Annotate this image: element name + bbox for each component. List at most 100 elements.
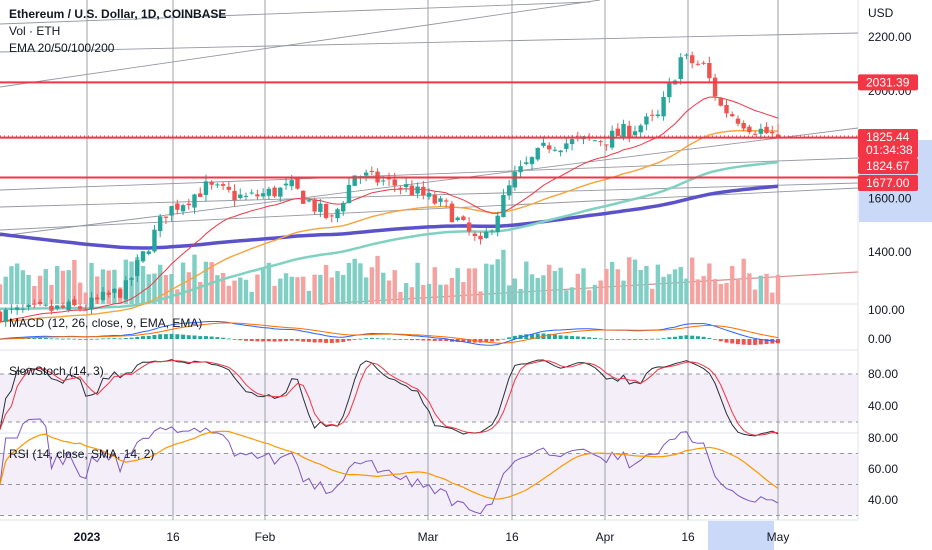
macd-histogram-bar <box>123 338 128 339</box>
macd-histogram-bar <box>261 339 266 342</box>
macd-histogram-bar <box>186 335 191 339</box>
volume-bar <box>472 268 478 304</box>
candle-body <box>501 194 506 218</box>
macd-histogram-bar <box>718 339 723 342</box>
resistance-tag-text: 2031.39 <box>866 75 910 89</box>
volume-bar <box>300 276 306 304</box>
volume-bar <box>295 277 300 304</box>
volume-bar <box>678 267 683 304</box>
macd-histogram-bar <box>409 339 414 341</box>
macd-label[interactable]: MACD (12, 26, close, 9, EMA, EMA) <box>9 316 203 330</box>
candle-body <box>569 139 575 145</box>
candle-body <box>49 305 54 311</box>
candle-body <box>775 134 781 138</box>
volume-bar <box>495 259 500 304</box>
volume-bar <box>775 274 781 304</box>
macd-histogram-bar <box>747 339 752 345</box>
volume-bar <box>186 272 191 304</box>
candle-body <box>157 216 163 232</box>
ema-label[interactable]: EMA 20/50/100/200 <box>9 41 115 55</box>
candle-body <box>112 288 117 293</box>
rsi-label[interactable]: RSI (14, close, SMA, 14, 2) <box>9 447 155 461</box>
candle-body <box>352 175 357 186</box>
volume-bar <box>621 280 626 304</box>
candle-body <box>546 145 552 150</box>
volume-bar <box>72 259 77 304</box>
volume-bar <box>146 274 151 304</box>
stoch-k-line <box>0 359 779 437</box>
candle-body <box>444 200 449 202</box>
macd-histogram-bar <box>695 336 700 339</box>
volume-bar <box>718 283 723 304</box>
price-tick: 1600.00 <box>868 191 912 205</box>
volume-bar <box>369 267 375 304</box>
symbol-title[interactable]: Ethereum / U.S. Dollar, 1D, COINBASE <box>9 7 227 21</box>
macd-histogram-bar <box>741 339 746 345</box>
volume-bar <box>564 290 569 304</box>
candle-body <box>323 203 329 218</box>
candle-body <box>175 203 180 210</box>
macd-histogram-bar <box>318 339 323 343</box>
candle-body <box>135 260 140 276</box>
stoch-band <box>0 374 858 422</box>
candle-body <box>541 142 546 146</box>
volume-bar <box>278 278 283 304</box>
stoch-label[interactable]: SlowStoch (14, 3) <box>9 364 104 378</box>
volume-bar <box>289 276 294 304</box>
volume-bar <box>661 276 666 304</box>
candle-body <box>415 186 420 194</box>
macd-histogram-bar <box>535 333 540 339</box>
macd-histogram-bar <box>610 338 615 340</box>
candle-body <box>203 181 209 195</box>
macd-histogram-bar <box>89 338 94 340</box>
volume-bar <box>684 278 689 304</box>
volume-bar <box>655 264 661 304</box>
candle-body <box>506 185 512 196</box>
volume-bar <box>375 255 380 304</box>
macd-histogram-bar <box>255 339 260 342</box>
macd-histogram-bar <box>38 337 43 339</box>
chart-legend: Ethereum / U.S. Dollar, 1D, COINBASE Vol… <box>9 6 226 57</box>
candle-body <box>306 200 312 202</box>
candle-body <box>266 188 272 196</box>
macd-histogram-bar <box>627 339 632 340</box>
macd-histogram-bar <box>295 339 300 341</box>
candle-body <box>386 178 392 180</box>
macd-histogram-bar <box>644 339 649 340</box>
candle-body <box>558 150 563 153</box>
macd-histogram-bar <box>404 339 409 340</box>
macd-histogram-bar <box>232 339 237 340</box>
candle-body <box>455 217 460 221</box>
volume-bar <box>329 277 334 304</box>
volume-label[interactable]: Vol · ETH <box>9 24 61 38</box>
volume-bar <box>758 275 764 304</box>
volume-bar <box>318 274 323 304</box>
volume-bar <box>60 270 66 304</box>
candle-body <box>638 125 643 133</box>
candle-body <box>37 301 43 304</box>
price-tick: 1400.00 <box>868 245 912 259</box>
candle-body <box>238 194 243 199</box>
candle-body <box>489 230 495 232</box>
macd-histogram-bar <box>192 335 197 339</box>
macd-histogram-bar <box>438 339 443 341</box>
macd-histogram-bar <box>352 339 357 340</box>
volume-bar <box>615 269 621 304</box>
volume-bar <box>255 274 260 304</box>
volume-bar <box>3 276 8 304</box>
macd-histogram-bar <box>369 337 374 339</box>
candle-body <box>649 114 655 116</box>
volume-bar <box>489 264 495 304</box>
volume-bar <box>421 285 426 304</box>
macd-histogram-bar <box>43 337 48 339</box>
signal-line <box>0 322 779 344</box>
volume-bar <box>741 258 746 304</box>
candle-body <box>632 131 638 136</box>
candle-body <box>186 203 191 206</box>
volume-bar <box>220 272 226 304</box>
candle-body <box>278 187 283 197</box>
macd-histogram-bar <box>100 338 105 340</box>
macd-histogram-bar <box>570 336 575 339</box>
candle-body <box>701 62 706 64</box>
